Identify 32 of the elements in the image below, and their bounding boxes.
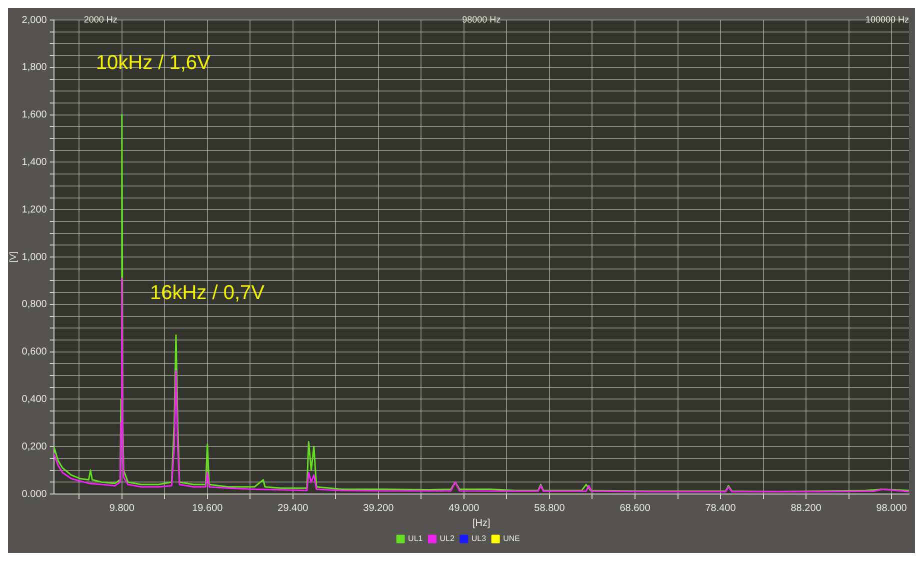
y-axis-title: [V] xyxy=(8,251,18,263)
x-tick-label: 98.000 xyxy=(876,502,908,514)
y-tick-label: 1,800 xyxy=(22,62,48,74)
legend-label: UL1 xyxy=(408,534,424,544)
x-tick-label: 78.400 xyxy=(705,502,736,514)
annotation: 100000 Hz xyxy=(865,14,910,24)
y-tick-label: 1,600 xyxy=(22,110,48,121)
legend-label: UL2 xyxy=(440,534,455,544)
x-tick-label: 68.600 xyxy=(620,502,651,514)
x-tick-label: 88.200 xyxy=(790,502,822,514)
x-tick-label: 19.600 xyxy=(192,502,224,514)
annotation: 2000 Hz xyxy=(84,14,118,24)
annotation: 98000 Hz xyxy=(462,14,502,24)
x-tick-label: 49.000 xyxy=(448,502,480,514)
legend-label: UL3 xyxy=(471,534,487,544)
x-tick-label: 39.200 xyxy=(363,502,394,514)
annotation: 16kHz / 0,7V xyxy=(150,282,266,304)
y-tick-label: 0,800 xyxy=(22,299,48,310)
y-tick-label: 0,400 xyxy=(22,394,48,405)
y-tick-label: 0,200 xyxy=(22,441,48,452)
y-tick-label: 1,400 xyxy=(22,156,48,168)
annotation: 10kHz / 1,6V xyxy=(96,52,212,74)
legend-label: UNE xyxy=(503,534,520,544)
x-tick-label: 58.800 xyxy=(534,502,566,514)
y-tick-label: 2,000 xyxy=(22,14,48,26)
y-tick-label: 0.000 xyxy=(22,488,48,500)
y-tick-label: 1,000 xyxy=(22,252,48,263)
x-tick-label: 29.400 xyxy=(278,502,309,514)
x-axis-title: [Hz] xyxy=(472,518,491,529)
x-tick-label: 9.800 xyxy=(109,502,135,514)
y-tick-label: 1,200 xyxy=(22,204,48,216)
y-tick-label: 0,600 xyxy=(22,346,48,358)
